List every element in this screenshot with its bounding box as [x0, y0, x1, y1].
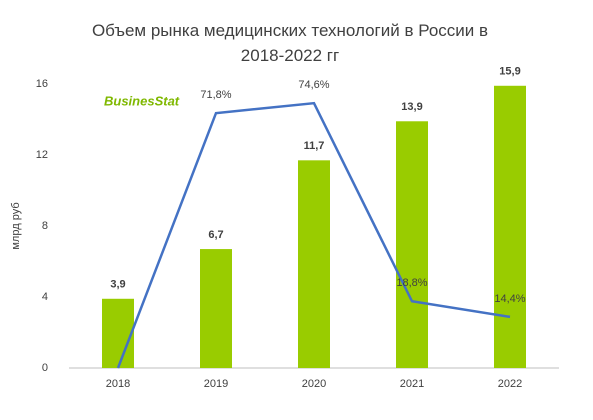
bar — [494, 85, 526, 369]
bar — [396, 121, 428, 369]
line-value-label: 14,4% — [494, 293, 525, 305]
line-value-label: 18,8% — [396, 277, 427, 289]
bar — [298, 160, 330, 368]
bar-value-label: 3,9 — [110, 279, 125, 291]
bar — [200, 249, 232, 368]
y-tick-label: 16 — [36, 78, 48, 90]
bar-value-label: 6,7 — [208, 229, 223, 241]
x-tick-label: 2022 — [498, 378, 522, 390]
bar-value-label: 11,7 — [304, 140, 325, 152]
x-tick-label: 2018 — [106, 378, 130, 390]
x-tick-label: 2019 — [204, 378, 228, 390]
y-tick-label: 4 — [42, 291, 48, 303]
x-tick-label: 2020 — [302, 378, 326, 390]
chart-title: Объем рынка медицинских технологий в Рос… — [91, 21, 489, 65]
x-tick-label: 2021 — [400, 378, 424, 390]
line-value-label: 71,8% — [200, 89, 231, 101]
bar-value-label: 13,9 — [401, 101, 422, 113]
y-tick-label: 8 — [42, 220, 48, 232]
bar-value-label: 15,9 — [499, 66, 520, 78]
line — [116, 101, 511, 369]
bar — [102, 298, 134, 368]
y-tick-label: 0 — [42, 362, 48, 374]
y-axis-label: млрд руб — [10, 202, 22, 249]
line-value-label: 74,6% — [298, 79, 329, 91]
y-tick-label: 12 — [36, 149, 48, 161]
logo: BusinesStat — [104, 93, 180, 108]
